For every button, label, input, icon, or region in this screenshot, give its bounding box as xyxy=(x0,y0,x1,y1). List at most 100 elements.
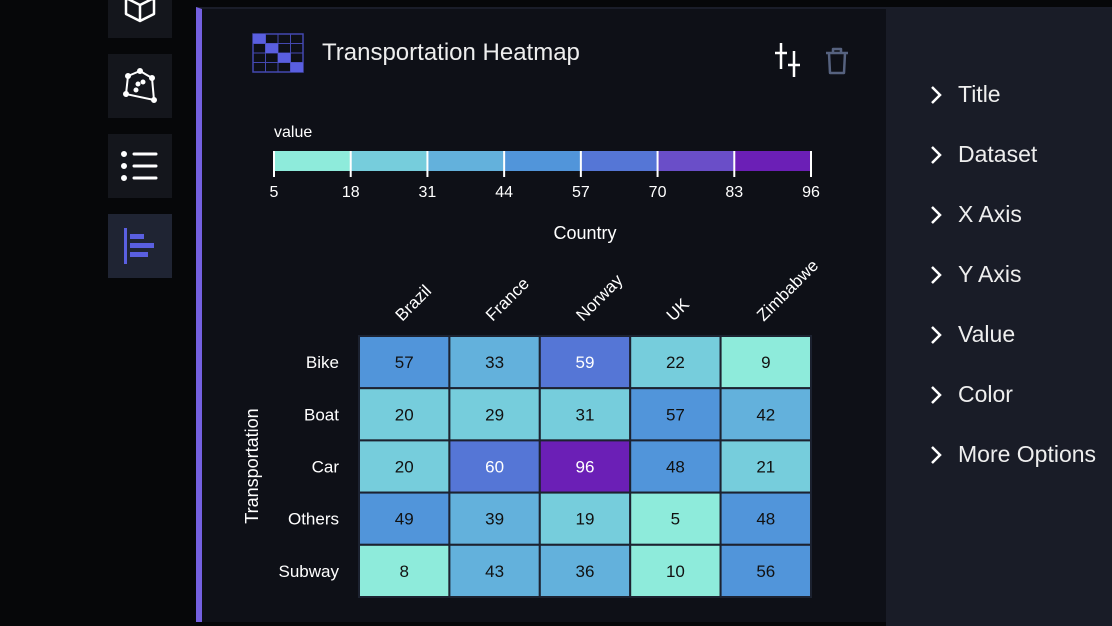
cell-value-label: 31 xyxy=(576,405,595,424)
cell-value-label: 10 xyxy=(666,562,685,581)
x-tick-label: Norway xyxy=(572,270,627,325)
x-tick-label: Zimbabwe xyxy=(753,256,822,325)
chevron-right-icon xyxy=(931,145,942,164)
cell-value-label: 48 xyxy=(666,458,685,477)
chevron-right-icon xyxy=(931,85,942,104)
settings-item-label: Dataset xyxy=(958,141,1038,167)
chevron-right-icon xyxy=(931,205,942,224)
y-tick-label: Subway xyxy=(279,562,340,581)
legend-tick-label: 31 xyxy=(419,184,437,201)
cell-value-label: 8 xyxy=(399,562,408,581)
polygon-icon xyxy=(123,68,157,103)
sidebar-item-cube[interactable] xyxy=(108,0,172,38)
chevron-right-icon xyxy=(931,445,942,464)
sliders-icon[interactable] xyxy=(774,43,802,77)
settings-item-x-axis[interactable]: X Axis xyxy=(930,201,1022,228)
cell-value-label: 59 xyxy=(576,353,595,372)
cell-value-label: 49 xyxy=(395,510,414,529)
legend-tick-label: 96 xyxy=(802,184,820,201)
heatmap-cell xyxy=(538,387,632,442)
heatmap-cell xyxy=(629,387,722,442)
cube-icon xyxy=(124,0,156,23)
legend-tick-label: 18 xyxy=(342,184,360,201)
cell-value-label: 57 xyxy=(395,353,414,372)
heatmap-cell xyxy=(719,543,812,598)
legend-swatch xyxy=(274,151,351,171)
sidebar-item-polygon[interactable] xyxy=(108,54,172,118)
settings-item-label: Color xyxy=(958,381,1013,407)
heatmap-cell xyxy=(629,491,722,546)
settings-item-label: Value xyxy=(958,321,1016,347)
x-axis-title: Country xyxy=(553,223,616,243)
y-tick-label: Boat xyxy=(304,405,339,424)
settings-item-label: Y Axis xyxy=(958,261,1022,287)
settings-item-value[interactable]: Value xyxy=(930,321,1015,348)
legend-swatch xyxy=(580,151,658,171)
heatmap-cell xyxy=(538,543,632,598)
settings-item-color[interactable]: Color xyxy=(930,381,1013,408)
cell-value-label: 21 xyxy=(756,458,775,477)
cell-value-label: 33 xyxy=(485,353,504,372)
x-tick-label: UK xyxy=(663,294,694,325)
cell-value-label: 39 xyxy=(485,510,504,529)
legend-tick-label: 83 xyxy=(725,184,743,201)
list-icon xyxy=(121,151,158,181)
chevron-right-icon xyxy=(931,385,942,404)
cell-value-label: 36 xyxy=(576,562,595,581)
heatmap-cell xyxy=(629,335,722,390)
heatmap-cell xyxy=(719,439,812,494)
legend-swatch xyxy=(427,151,505,171)
x-tick-label: France xyxy=(482,274,533,325)
y-tick-label: Car xyxy=(312,458,340,477)
settings-panel: Title Dataset X Axis Y Axis Value Color More O… xyxy=(886,7,1112,626)
sidebar-item-bar-chart[interactable] xyxy=(108,214,172,278)
heatmap-logo-icon xyxy=(252,33,304,73)
heatmap-cell xyxy=(358,543,451,598)
heatmap-cell xyxy=(719,387,812,442)
cell-value-label: 43 xyxy=(485,562,504,581)
legend-tick-label: 70 xyxy=(649,184,667,201)
y-tick-label: Others xyxy=(288,510,339,529)
legend-tick-label: 5 xyxy=(270,184,279,201)
cell-value-label: 60 xyxy=(485,458,504,477)
settings-item-y-axis[interactable]: Y Axis xyxy=(930,261,1022,288)
legend-title: value xyxy=(274,124,312,141)
cell-value-label: 96 xyxy=(576,458,595,477)
cell-value-label: 22 xyxy=(666,353,685,372)
cell-value-label: 20 xyxy=(395,405,414,424)
settings-item-more-options[interactable]: More Options xyxy=(930,441,1096,468)
heatmap-cell xyxy=(538,439,632,494)
chevron-right-icon xyxy=(931,325,942,344)
panel-title: Transportation Heatmap xyxy=(322,39,580,66)
legend-tick-label: 57 xyxy=(572,184,590,201)
cell-value-label: 19 xyxy=(576,510,595,529)
settings-item-title[interactable]: Title xyxy=(930,81,1001,108)
bar-chart-icon xyxy=(124,228,154,264)
legend-tick-label: 44 xyxy=(495,184,513,201)
cell-value-label: 57 xyxy=(666,405,685,424)
legend-swatch xyxy=(504,151,581,171)
sidebar-item-list[interactable] xyxy=(108,134,172,198)
chevron-right-icon xyxy=(931,265,942,284)
trash-icon[interactable] xyxy=(824,47,850,75)
y-axis-title: Transportation xyxy=(242,408,262,523)
settings-item-label: Title xyxy=(958,81,1001,107)
cell-value-label: 29 xyxy=(485,405,504,424)
cell-value-label: 20 xyxy=(395,458,414,477)
x-tick-label: Brazil xyxy=(392,281,435,324)
cell-value-label: 56 xyxy=(756,562,775,581)
legend-swatch xyxy=(350,151,428,171)
settings-item-dataset[interactable]: Dataset xyxy=(930,141,1037,168)
heatmap-cell xyxy=(538,491,632,546)
settings-item-label: X Axis xyxy=(958,201,1022,227)
heatmap-cell xyxy=(358,387,451,442)
cell-value-label: 42 xyxy=(756,405,775,424)
heatmap-cell xyxy=(448,439,541,494)
cell-value-label: 48 xyxy=(756,510,775,529)
cell-value-label: 5 xyxy=(671,510,680,529)
y-tick-label: Bike xyxy=(306,353,339,372)
settings-item-label: More Options xyxy=(958,441,1097,467)
legend-swatch xyxy=(734,151,811,171)
legend-swatch xyxy=(657,151,735,171)
